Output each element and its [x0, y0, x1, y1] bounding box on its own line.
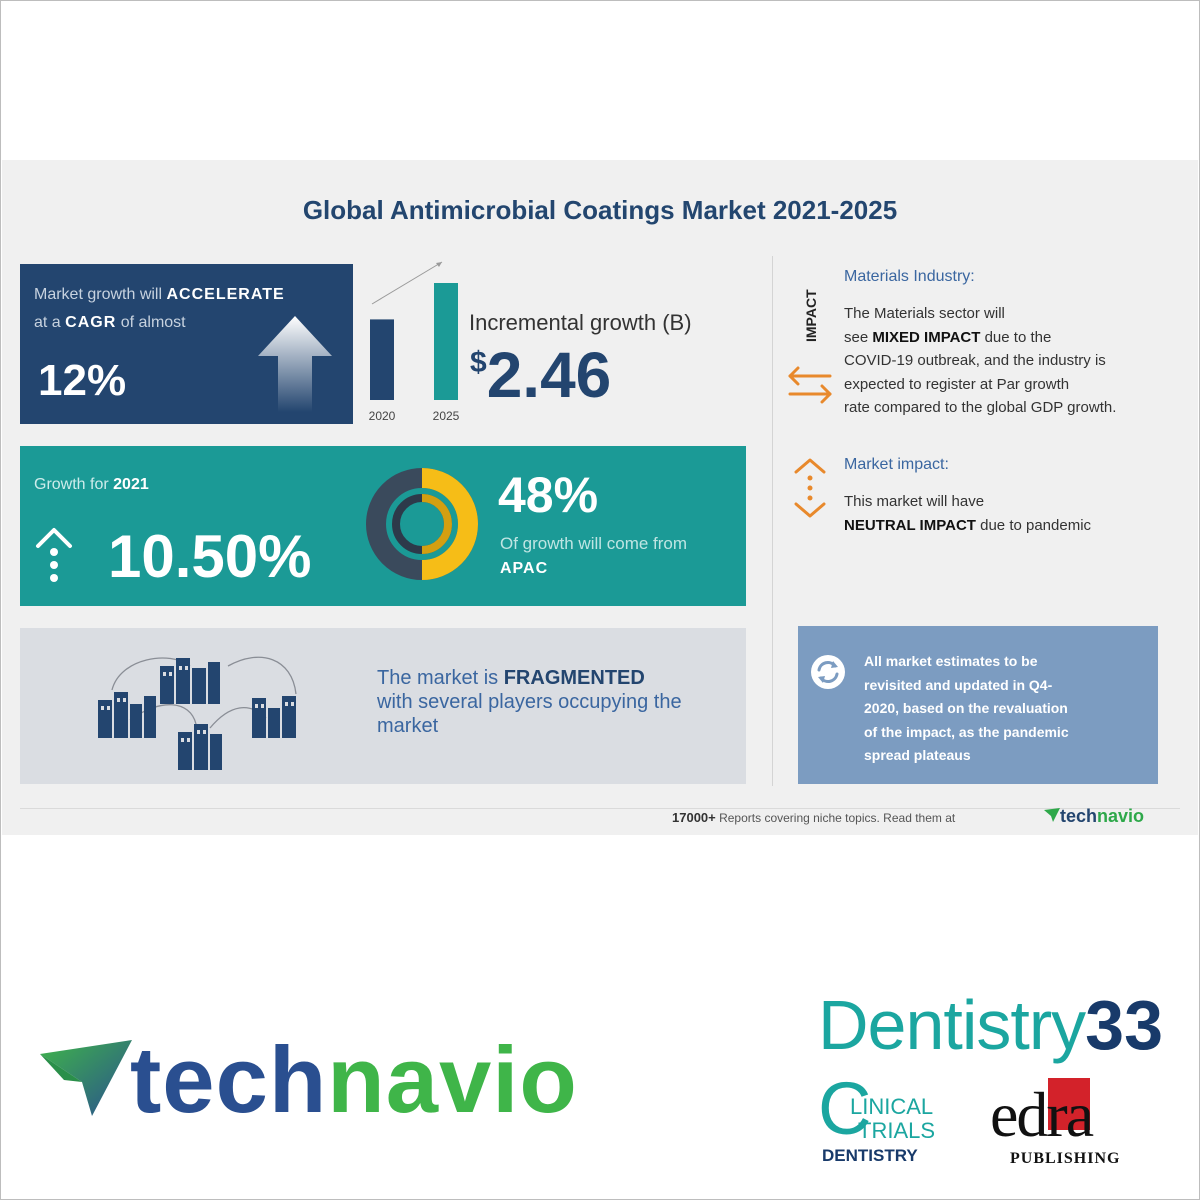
up-down-arrows-icon [792, 456, 828, 525]
market-impact-title: Market impact: [844, 456, 949, 473]
footer-logo-mark-icon [1044, 808, 1060, 822]
dotted-up-arrow-icon [32, 524, 76, 589]
region-note: Of growth will come from [500, 534, 688, 553]
clinical-trials-logo: C LINICAL TRIALS DENTISTRY [818, 1067, 948, 1172]
region-label: APAC [500, 560, 549, 577]
note-line-4: of the impact, as the pandemic [864, 723, 1069, 740]
fragmented-line-3: market [377, 715, 439, 737]
impact-tag: IMPACT [790, 270, 830, 350]
dentistry-word: Dentistry [818, 986, 1086, 1064]
clinical-trials-c-icon: C [818, 1067, 872, 1150]
footer-technavio-logo[interactable]: technavio [1044, 806, 1144, 827]
footer-logo-part-a: tech [1060, 806, 1098, 826]
infographic: Global Antimicrobial Coatings Market 202… [2, 160, 1198, 835]
edra-publishing-logo: edra PUBLISHING [990, 1078, 1150, 1178]
growth-label-year: 2021 [113, 476, 149, 493]
note-line-2: revisited and updated in Q4- [864, 676, 1053, 693]
footer-logo-part-b: navio [1097, 806, 1145, 826]
cagr-line-1-emph: ACCELERATE [166, 286, 285, 303]
footer-caption: Reports covering niche topics. Read them… [719, 811, 956, 825]
technavio-word-part-a: tech [130, 1027, 328, 1132]
market-impact-line-2-suffix: due to pandemic [980, 516, 1092, 534]
cagr-line-2-suffix: of almost [120, 314, 186, 331]
incremental-growth-label: Incremental growth (B) [469, 310, 692, 335]
estimates-note-box: All market estimates to be revisited and… [798, 626, 1158, 784]
market-impact-line-1: This market will have [844, 493, 985, 510]
impact-tag-text: IMPACT [803, 289, 819, 342]
trend-arrowhead-icon [436, 262, 442, 267]
market-impact-body: This market will have NEUTRAL IMPACT due… [844, 490, 1174, 537]
growth-label: Growth for 2021 [34, 476, 149, 494]
city-buildings-icon [70, 638, 330, 783]
incremental-growth-value: $2.46 [470, 338, 611, 412]
market-impact-line-2-emph: NEUTRAL IMPACT [844, 516, 976, 534]
market-impact-line-2: NEUTRAL IMPACT due to pandemic [844, 514, 1174, 538]
growth-label-prefix: Growth for [34, 476, 109, 493]
incremental-number: 2.46 [486, 339, 612, 411]
note-line-3: 2020, based on the revaluation [864, 700, 1068, 716]
technavio-logo-mark-icon [40, 1040, 132, 1121]
note-line-5: spread plateaus [864, 747, 971, 763]
fragmented-panel: The market is FRAGMENTED with several pl… [20, 628, 746, 784]
materials-body: The Materials sector will see MIXED IMPA… [844, 302, 1189, 420]
cagr-line-2-emph: CAGR [65, 314, 117, 331]
fragmented-line-2: with several players occupying the [377, 691, 682, 713]
materials-line-2-suffix: due to the [984, 328, 1052, 346]
growth-panel: Growth for 2021 10.50% 48% Of growth wil… [20, 446, 746, 606]
bar-2025 [434, 283, 458, 400]
materials-line-2: see MIXED IMPACT due to the [844, 326, 1189, 350]
cagr-line-1-prefix: Market growth will [34, 286, 163, 303]
cagr-line-1: Market growth will ACCELERATE [34, 286, 285, 304]
refresh-icon [810, 654, 846, 695]
dentistry-number: 33 [1085, 986, 1164, 1064]
materials-title: Materials Industry: [844, 268, 975, 285]
edra-subtitle: PUBLISHING [1010, 1150, 1121, 1167]
incremental-bar-chart: 2020 2025 [362, 256, 472, 431]
infographic-title: Global Antimicrobial Coatings Market 202… [302, 195, 898, 225]
bar-2020 [370, 319, 394, 400]
bar-label-2025: 2025 [433, 409, 460, 423]
technavio-word-part-b: navio [327, 1027, 578, 1132]
fragmented-line-1: The market is FRAGMENTED [377, 666, 727, 690]
footer-text: 17000+ Reports covering niche topics. Re… [672, 810, 955, 825]
cagr-panel: Market growth will ACCELERATE at a CAGR … [20, 264, 353, 424]
up-arrow-icon [258, 316, 332, 417]
footer-divider [20, 808, 1180, 809]
materials-line-4: expected to register at Par growth [844, 375, 1070, 393]
currency-symbol: $ [470, 346, 487, 379]
materials-line-3: COVID-19 outbreak, and the industry is [844, 352, 1106, 369]
estimates-note-text: All market estimates to be revisited and… [864, 650, 1139, 768]
clinical-line-3: DENTISTRY [822, 1146, 918, 1165]
fragmented-line-1-prefix: The market is [377, 667, 499, 689]
fragmented-line-1-emph: FRAGMENTED [503, 667, 645, 689]
edra-word: edra [990, 1079, 1094, 1150]
cagr-line-2-prefix: at a [34, 314, 61, 331]
cagr-line-2: at a CAGR of almost [34, 314, 186, 332]
vertical-divider [772, 256, 773, 786]
edra-red-block [1048, 1078, 1090, 1130]
bar-label-2020: 2020 [369, 409, 396, 423]
trend-line [371, 261, 443, 305]
region-share: 48% [498, 467, 599, 523]
fragmented-text: The market is FRAGMENTED with several pl… [377, 666, 727, 738]
footer-count: 17000+ [672, 810, 716, 825]
technavio-logo-word: technavio [130, 1026, 578, 1134]
note-line-1: All market estimates to be [864, 653, 1038, 669]
dentistry33-logo: Dentistry33 [818, 990, 1163, 1060]
materials-line-5: rate compared to the global GDP growth. [844, 399, 1117, 416]
materials-line-2-prefix: see [844, 328, 869, 346]
materials-line-2-emph: MIXED IMPACT [872, 328, 981, 346]
clinical-line-1: LINICAL [850, 1094, 934, 1119]
left-right-arrows-icon [786, 364, 834, 409]
region-donut-icon [366, 468, 478, 585]
cagr-value: 12% [38, 356, 127, 405]
clinical-line-2: TRIALS [858, 1118, 936, 1143]
growth-value: 10.50% [108, 523, 312, 590]
materials-line-1: The Materials sector will [844, 305, 1005, 322]
